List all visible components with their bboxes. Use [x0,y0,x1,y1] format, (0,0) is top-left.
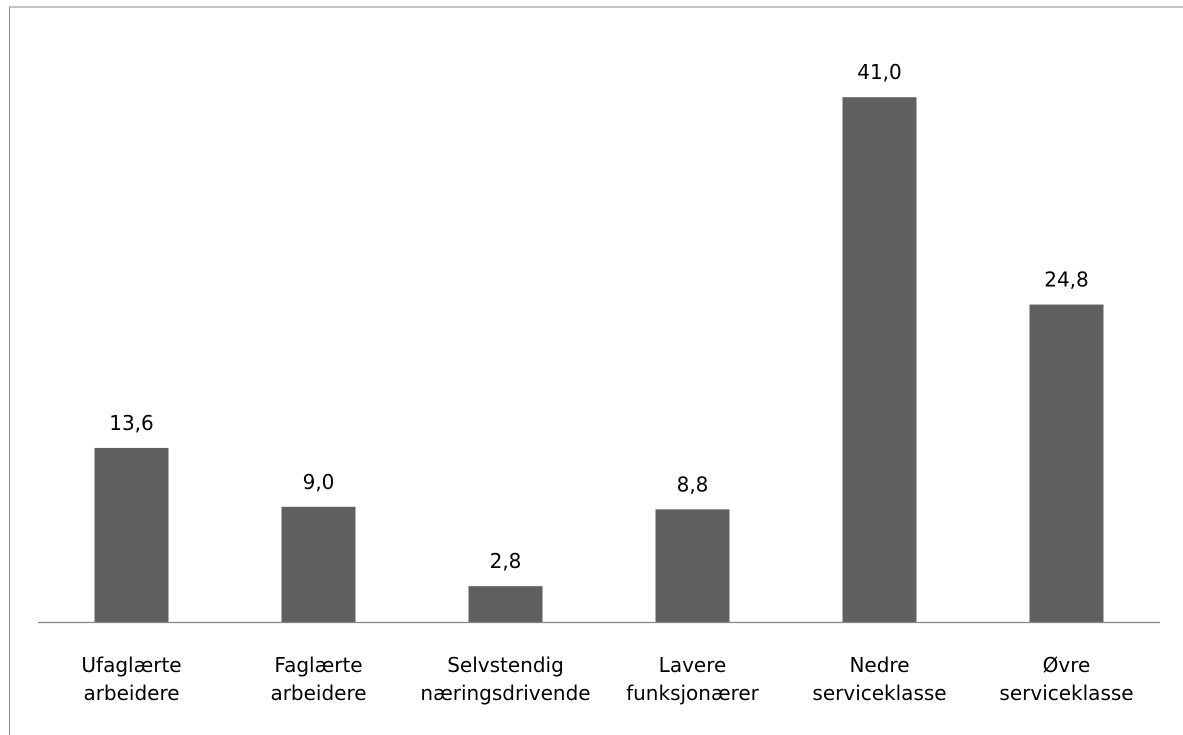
category-label-line: arbeidere [270,681,366,705]
data-label-4: 8,8 [677,472,709,496]
data-label-2: 9,0 [303,470,335,494]
bar-3 [468,586,543,622]
value-labels-layer: 13,6 9,0 2,8 8,8 41,0 24,8 [109,60,1089,573]
category-label-5: Nedre serviceklasse [812,653,946,705]
category-label-line: næringsdrivende [420,681,590,705]
data-label-1: 13,6 [109,411,154,435]
category-labels-layer: Ufaglærte arbeidere Faglærte arbeidere Selvs… [81,653,1133,705]
data-label-3: 2,8 [490,549,522,573]
bar-5 [842,97,917,622]
category-label-line: Lavere [659,653,727,677]
data-label-6: 24,8 [1044,268,1089,292]
frame-layer [9,6,1183,735]
category-label-6: Øvre serviceklasse [999,653,1133,705]
category-label-line: arbeidere [83,681,179,705]
bars-layer [94,97,1104,622]
data-label-5: 41,0 [857,60,902,84]
category-label-line: Selvstendig [447,653,564,677]
category-label-1: Ufaglærte arbeidere [81,653,181,705]
category-label-line: serviceklasse [812,681,946,705]
category-label-4: Lavere funksjonærer [626,653,760,705]
category-label-line: Nedre [849,653,909,677]
category-label-line: Faglærte [274,653,362,677]
bar-1 [94,447,169,622]
bar-2 [281,506,356,622]
category-label-line: Ufaglærte [81,653,181,677]
category-label-line: Øvre [1043,653,1091,677]
category-label-line: serviceklasse [999,681,1133,705]
category-label-line: funksjonærer [626,681,760,705]
bar-4 [655,509,730,622]
category-label-3: Selvstendig næringsdrivende [420,653,590,705]
category-label-2: Faglærte arbeidere [270,653,366,705]
bar-6 [1029,304,1104,622]
